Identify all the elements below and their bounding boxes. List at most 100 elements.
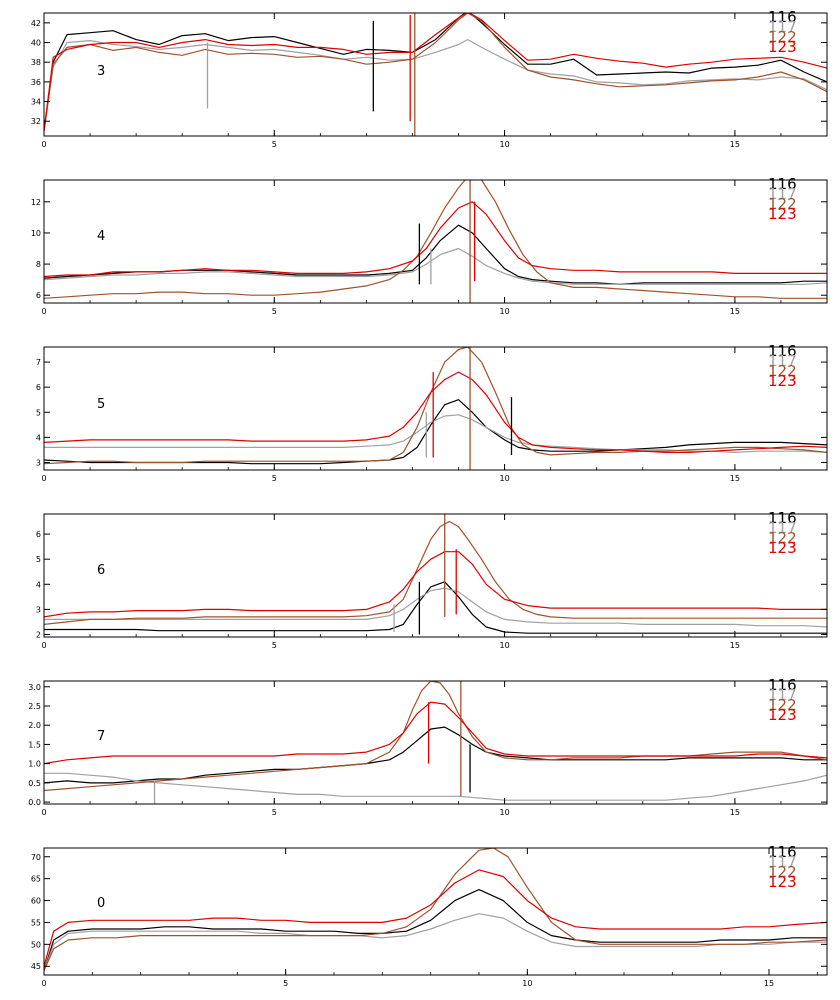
series-line-122: [44, 681, 827, 792]
legend-entry-122: 122: [768, 696, 797, 714]
series-line-122: [44, 13, 827, 132]
series-line-123: [44, 13, 827, 132]
legend-entry-122: 122: [768, 195, 797, 213]
x-tick-label: 0: [41, 307, 46, 316]
y-tick-label: 1.5: [28, 740, 41, 749]
series-line-122: [44, 848, 827, 971]
x-tick-label: 15: [730, 140, 740, 149]
legend-entry-122: 122: [768, 529, 797, 547]
x-tick-label: 10: [499, 140, 509, 149]
legend-entry-123: 123: [768, 873, 797, 891]
y-tick-label: 3.0: [28, 683, 41, 692]
y-tick-label: 32: [31, 117, 41, 126]
series-line-116: [44, 888, 827, 971]
y-tick-label: 55: [31, 918, 41, 927]
panel-label: 3: [97, 64, 105, 79]
y-tick-label: 1.0: [28, 760, 41, 769]
x-tick-label: 10: [522, 979, 532, 988]
panel-label: 4: [97, 229, 105, 244]
legend-entry-116: 116: [768, 8, 797, 26]
x-tick-label: 5: [272, 808, 277, 817]
x-tick-label: 0: [41, 979, 46, 988]
axes-frame: [43, 680, 828, 805]
series-line-116: [44, 13, 827, 132]
legend-entry-116: 116: [768, 509, 797, 527]
y-tick-label: 5: [36, 555, 41, 564]
y-tick-label: 7: [36, 358, 41, 367]
y-tick-label: 36: [31, 78, 41, 87]
legend-entry-123: 123: [768, 539, 797, 557]
plot-area: [44, 681, 827, 804]
legend-entry-123: 123: [768, 706, 797, 724]
x-tick-label: 15: [730, 307, 740, 316]
x-tick-label: 10: [499, 808, 509, 817]
x-tick-label: 5: [272, 307, 277, 316]
y-tick-label: 60: [31, 897, 41, 906]
legend-entry-116: 116: [768, 676, 797, 694]
series-line-116: [44, 726, 827, 784]
x-tick-label: 0: [41, 474, 46, 483]
x-tick-label: 15: [730, 474, 740, 483]
legend-entry-117: 117: [768, 686, 797, 704]
legend-entry-117: 117: [768, 185, 797, 203]
legend-entry-117: 117: [768, 18, 797, 36]
y-tick-label: 4: [36, 580, 41, 589]
y-tick-label: 3: [36, 605, 41, 614]
y-tick-label: 2.5: [28, 702, 41, 711]
y-tick-label: 0.0: [28, 798, 41, 807]
panel-label: 5: [97, 397, 105, 412]
legend-entry-123: 123: [768, 372, 797, 390]
y-tick-label: 38: [31, 58, 41, 67]
series-line-116: [44, 399, 827, 465]
y-tick-label: 8: [36, 260, 41, 269]
plot-area: [44, 347, 827, 470]
plot-area: [44, 13, 827, 136]
series-line-117: [44, 913, 827, 971]
series-line-122: [44, 180, 827, 299]
x-tick-label: 5: [283, 979, 288, 988]
series-line-117: [44, 772, 827, 801]
y-tick-label: 65: [31, 875, 41, 884]
axes-frame: [43, 179, 828, 304]
y-tick-label: 34: [31, 98, 41, 107]
y-tick-label: 5: [36, 408, 41, 417]
series-line-117: [44, 38, 827, 132]
x-tick-label: 0: [41, 641, 46, 650]
panel-label: 6: [97, 563, 105, 578]
legend-entry-122: 122: [768, 362, 797, 380]
x-tick-label: 5: [272, 140, 277, 149]
y-tick-label: 6: [36, 291, 41, 300]
x-tick-label: 10: [499, 641, 509, 650]
panel-label: 0: [97, 896, 105, 911]
y-tick-label: 70: [31, 853, 41, 862]
x-tick-label: 15: [764, 979, 774, 988]
series-line-117: [44, 247, 827, 285]
x-tick-label: 0: [41, 808, 46, 817]
y-tick-label: 6: [36, 530, 41, 539]
plot-area: [44, 180, 827, 303]
y-tick-label: 4: [36, 433, 41, 442]
x-tick-label: 15: [730, 641, 740, 650]
series-line-117: [44, 587, 827, 628]
legend-entry-122: 122: [768, 863, 797, 881]
y-tick-label: 2: [36, 630, 41, 639]
x-tick-label: 10: [499, 307, 509, 316]
panel-label: 7: [97, 729, 105, 744]
y-tick-label: 45: [31, 962, 41, 971]
plot-area: [44, 514, 827, 635]
legend-entry-117: 117: [768, 853, 797, 871]
plot-area: [44, 848, 827, 971]
y-tick-label: 0.5: [28, 779, 41, 788]
series-line-123: [44, 371, 827, 453]
series-line-117: [44, 414, 827, 453]
y-tick-label: 3: [36, 458, 41, 467]
axes-frame: [43, 847, 828, 976]
legend-entry-123: 123: [768, 205, 797, 223]
legend-entry-116: 116: [768, 342, 797, 360]
x-tick-label: 15: [730, 808, 740, 817]
